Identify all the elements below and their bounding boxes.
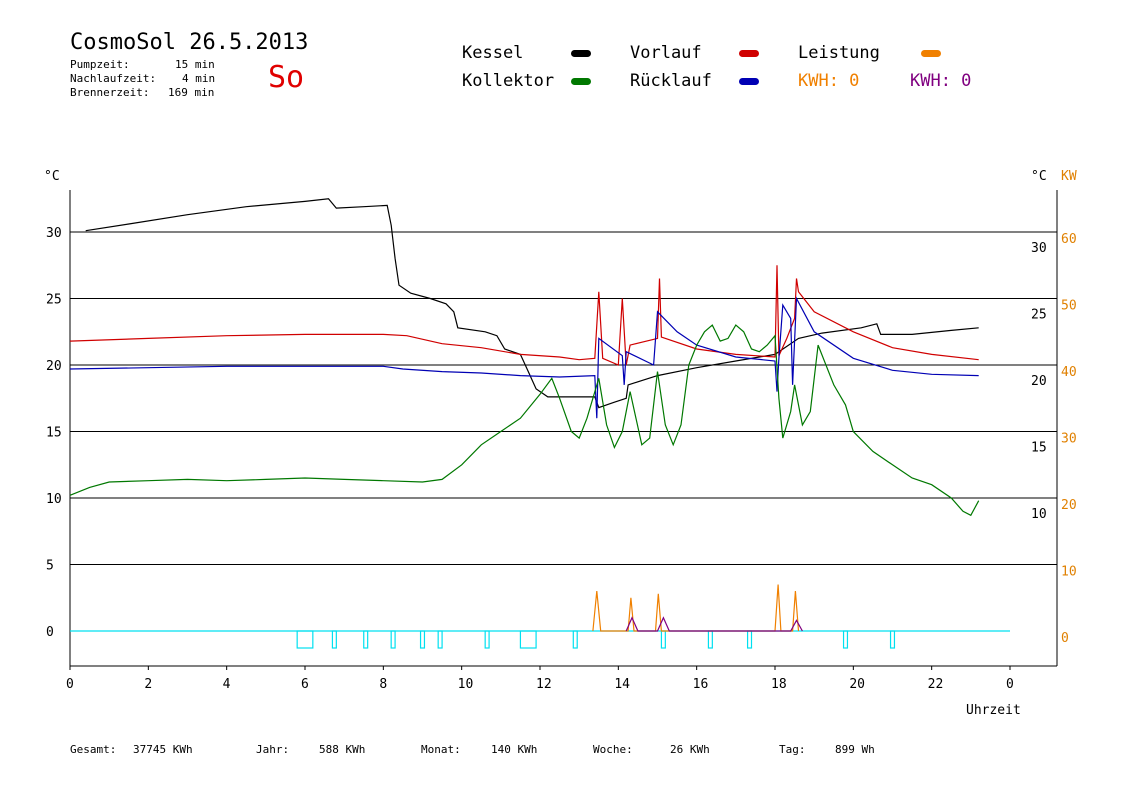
y-tick-label-left: 5 (46, 559, 54, 574)
series-line-rcklauf (69, 296, 979, 419)
y-unit-left: °C (44, 169, 60, 184)
x-tick-label: 0 (1006, 677, 1014, 692)
x-axis-label: Uhrzeit (966, 703, 1021, 718)
weekday-label: So (268, 60, 305, 95)
pump-on-interval (331, 630, 337, 649)
y-tick-label-right-celsius: 10 (1031, 507, 1047, 522)
legend-kollektor: Kollektor (462, 71, 555, 91)
x-tick-label: 22 (928, 677, 944, 692)
pump-on-interval (746, 630, 753, 649)
x-tick-label: 20 (849, 677, 865, 692)
legend-kessel: Kessel (462, 43, 524, 63)
nachlaufzeit-label: Nachlaufzeit: (70, 72, 157, 85)
brennerzeit-label: Brennerzeit: (70, 86, 150, 99)
pump-on-interval (419, 630, 426, 649)
gesamt-value: 37745 KWh (133, 743, 193, 756)
x-tick-label: 2 (144, 677, 152, 692)
legend-vorlauf: Vorlauf (630, 43, 702, 63)
y-tick-label-left: 10 (46, 492, 62, 507)
y-tick-label-right-kw: 10 (1061, 565, 1077, 580)
pump-on-interval (296, 630, 314, 649)
tag-value: 899 Wh (835, 743, 875, 756)
tag-label: Tag: (779, 743, 806, 756)
series-line-kessel (85, 198, 979, 409)
series-line-leistung (592, 584, 800, 632)
y-tick-label-left: 20 (46, 359, 62, 374)
legend-kessel-swatch (571, 50, 591, 57)
pumpzeit-label: Pumpzeit: (70, 58, 130, 71)
pump-on-interval (519, 630, 537, 649)
pump-on-interval (437, 630, 443, 649)
x-tick-label: 12 (536, 677, 552, 692)
pump-on-interval (842, 630, 849, 649)
monat-label: Monat: (421, 743, 461, 756)
pump-on-interval (363, 630, 369, 649)
legend-ruecklauf-swatch (739, 78, 759, 85)
y-tick-label-left: 30 (46, 226, 62, 241)
legend-leistung: Leistung (798, 43, 880, 63)
pump-on-interval (660, 630, 666, 649)
y-unit-right-celsius: °C (1031, 169, 1047, 184)
y-tick-label-left: 25 (46, 293, 62, 308)
x-tick-label: 6 (301, 677, 309, 692)
legend-vorlauf-swatch (739, 50, 759, 57)
chart-title: CosmoSol 26.5.2013 (70, 30, 309, 55)
nachlaufzeit-value: 4 min (182, 72, 216, 85)
pump-on-interval (572, 630, 578, 649)
x-tick-label: 16 (693, 677, 709, 692)
y-tick-label-right-kw: 40 (1061, 365, 1077, 380)
pump-on-interval (484, 630, 490, 649)
jahr-label: Jahr: (256, 743, 290, 756)
y-tick-label-right-kw: 30 (1061, 432, 1077, 447)
x-tick-label: 14 (614, 677, 630, 692)
legend-leistung-swatch (921, 50, 941, 57)
pump-on-interval (390, 630, 396, 649)
y-tick-label-right-kw: 50 (1061, 299, 1077, 314)
y-unit-right-kw: KW (1061, 169, 1077, 184)
woche-label: Woche: (593, 743, 633, 756)
y-tick-label-right-celsius: 20 (1031, 374, 1047, 389)
x-tick-label: 4 (223, 677, 231, 692)
x-tick-label: 10 (458, 677, 474, 692)
jahr-value: 588 KWh (319, 743, 366, 756)
legend-kwh-purple: KWH: 0 (910, 71, 972, 91)
woche-value: 26 KWh (670, 743, 710, 756)
y-tick-label-left: 0 (46, 625, 54, 640)
y-tick-label-right-kw: 20 (1061, 498, 1077, 513)
y-tick-label-right-kw: 60 (1061, 232, 1077, 247)
gesamt-label: Gesamt: (70, 743, 117, 756)
x-tick-label: 0 (66, 677, 74, 692)
y-tick-label-right-celsius: 30 (1031, 241, 1047, 256)
y-tick-label-right-celsius: 25 (1031, 308, 1047, 323)
pump-on-interval (707, 630, 713, 649)
y-tick-label-right-kw: 0 (1061, 631, 1069, 646)
series-line-kwh (625, 616, 803, 632)
legend-kollektor-swatch (571, 78, 591, 85)
legend-kwh-orange: KWH: 0 (798, 71, 860, 91)
y-tick-label-left: 15 (46, 426, 62, 441)
x-tick-label: 18 (771, 677, 787, 692)
legend-ruecklauf: Rücklauf (630, 71, 712, 91)
series-line-kollektor (69, 324, 980, 517)
brennerzeit-value: 169 min (168, 86, 215, 99)
pump-on-interval (889, 630, 896, 649)
pumpzeit-value: 15 min (175, 58, 215, 71)
x-tick-label: 8 (379, 677, 387, 692)
monat-value: 140 KWh (491, 743, 538, 756)
y-tick-label-right-celsius: 15 (1031, 441, 1047, 456)
series-line-vorlauf (69, 265, 979, 366)
